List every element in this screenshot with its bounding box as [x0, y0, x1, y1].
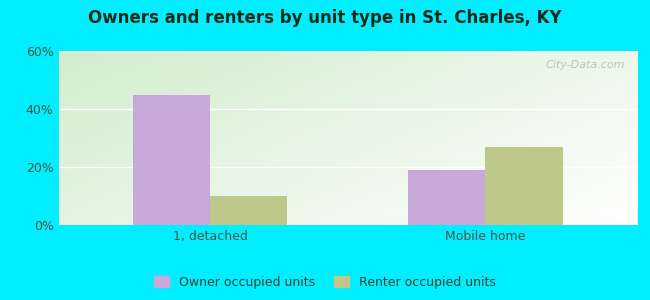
Text: City-Data.com: City-Data.com [546, 60, 625, 70]
Bar [408, 170, 486, 225]
Legend: Owner occupied units, Renter occupied units: Owner occupied units, Renter occupied un… [149, 271, 501, 294]
Bar [486, 147, 563, 225]
Bar [210, 196, 287, 225]
Bar [133, 94, 210, 225]
Text: Owners and renters by unit type in St. Charles, KY: Owners and renters by unit type in St. C… [88, 9, 562, 27]
